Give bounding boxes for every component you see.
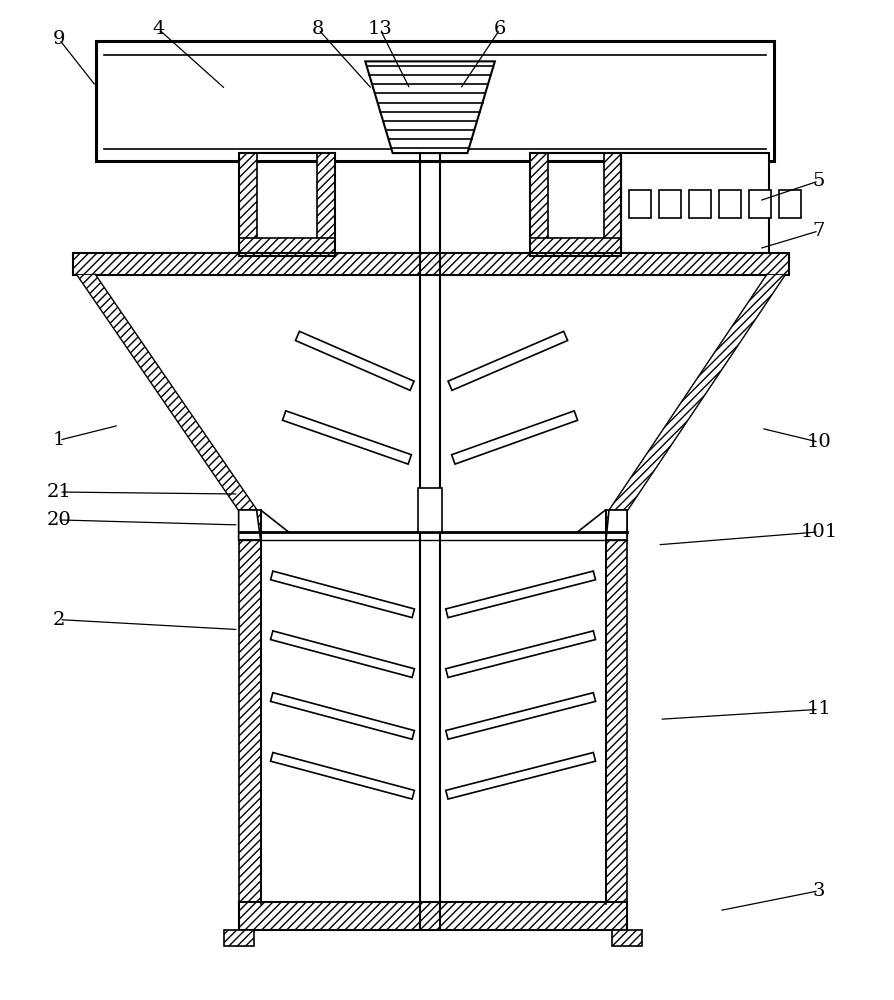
Bar bbox=[224, 930, 253, 946]
Polygon shape bbox=[270, 693, 414, 739]
Polygon shape bbox=[448, 331, 567, 390]
Bar bbox=[620, 153, 768, 256]
Bar bbox=[96, 41, 773, 161]
Polygon shape bbox=[445, 631, 595, 677]
Text: 5: 5 bbox=[812, 172, 824, 190]
Polygon shape bbox=[239, 510, 260, 540]
Polygon shape bbox=[605, 510, 627, 540]
Polygon shape bbox=[609, 275, 784, 510]
Bar bbox=[239, 153, 257, 256]
Text: 20: 20 bbox=[46, 511, 72, 529]
Bar bbox=[628, 190, 651, 218]
Text: 11: 11 bbox=[805, 700, 831, 718]
Polygon shape bbox=[445, 693, 595, 739]
Text: 9: 9 bbox=[53, 30, 65, 48]
Bar bbox=[688, 190, 711, 218]
Polygon shape bbox=[77, 275, 257, 510]
Polygon shape bbox=[365, 61, 494, 153]
Text: 21: 21 bbox=[46, 483, 72, 501]
Text: 3: 3 bbox=[812, 882, 824, 900]
Text: 8: 8 bbox=[312, 20, 325, 38]
Bar bbox=[529, 238, 620, 256]
Polygon shape bbox=[270, 631, 414, 677]
Text: 7: 7 bbox=[812, 222, 824, 240]
Text: 4: 4 bbox=[153, 20, 164, 38]
Bar bbox=[529, 153, 620, 256]
Polygon shape bbox=[270, 753, 414, 799]
Bar bbox=[317, 153, 335, 256]
Bar bbox=[605, 510, 627, 904]
Polygon shape bbox=[451, 411, 577, 464]
Bar bbox=[719, 190, 740, 218]
Text: 101: 101 bbox=[799, 523, 837, 541]
Bar bbox=[239, 153, 335, 256]
Polygon shape bbox=[270, 571, 414, 618]
Text: 13: 13 bbox=[367, 20, 392, 38]
Bar bbox=[529, 153, 547, 256]
Bar bbox=[239, 510, 260, 904]
Polygon shape bbox=[283, 411, 411, 464]
Bar bbox=[239, 238, 335, 256]
Bar bbox=[659, 190, 680, 218]
Polygon shape bbox=[445, 752, 595, 799]
Polygon shape bbox=[295, 331, 414, 390]
Bar bbox=[778, 190, 800, 218]
Bar bbox=[748, 190, 770, 218]
Bar bbox=[611, 930, 642, 946]
Bar bbox=[603, 153, 620, 256]
Text: 2: 2 bbox=[53, 611, 65, 629]
Bar bbox=[239, 902, 627, 930]
Text: 6: 6 bbox=[493, 20, 505, 38]
Polygon shape bbox=[445, 571, 595, 618]
Bar bbox=[417, 488, 442, 532]
Text: 1: 1 bbox=[53, 431, 65, 449]
Text: 10: 10 bbox=[805, 433, 831, 451]
Bar bbox=[73, 253, 788, 275]
